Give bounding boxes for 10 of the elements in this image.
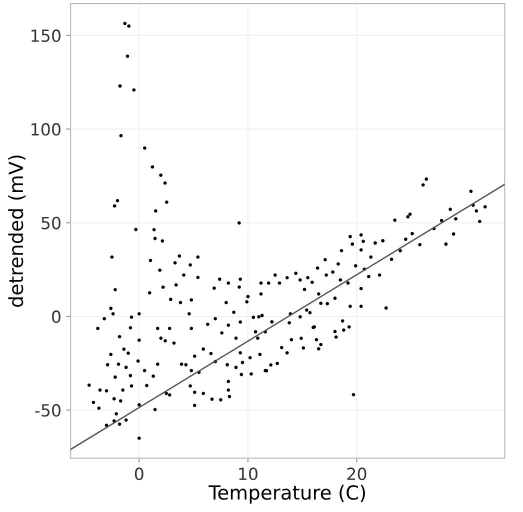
y-tick-label: -50 (35, 404, 60, 417)
y-tick-label: 150 (32, 29, 60, 42)
x-tick-label: 10 (239, 468, 258, 480)
x-tick-label: 0 (134, 468, 144, 480)
x-tick-label: 20 (347, 468, 366, 480)
y-tick-label: 0 (52, 310, 60, 323)
y-axis-title: detrended (mV) (8, 156, 26, 307)
y-tick-label: 50 (42, 216, 60, 230)
y-tick-label: 100 (32, 123, 60, 136)
x-axis-title: Temperature (C) (208, 484, 366, 504)
